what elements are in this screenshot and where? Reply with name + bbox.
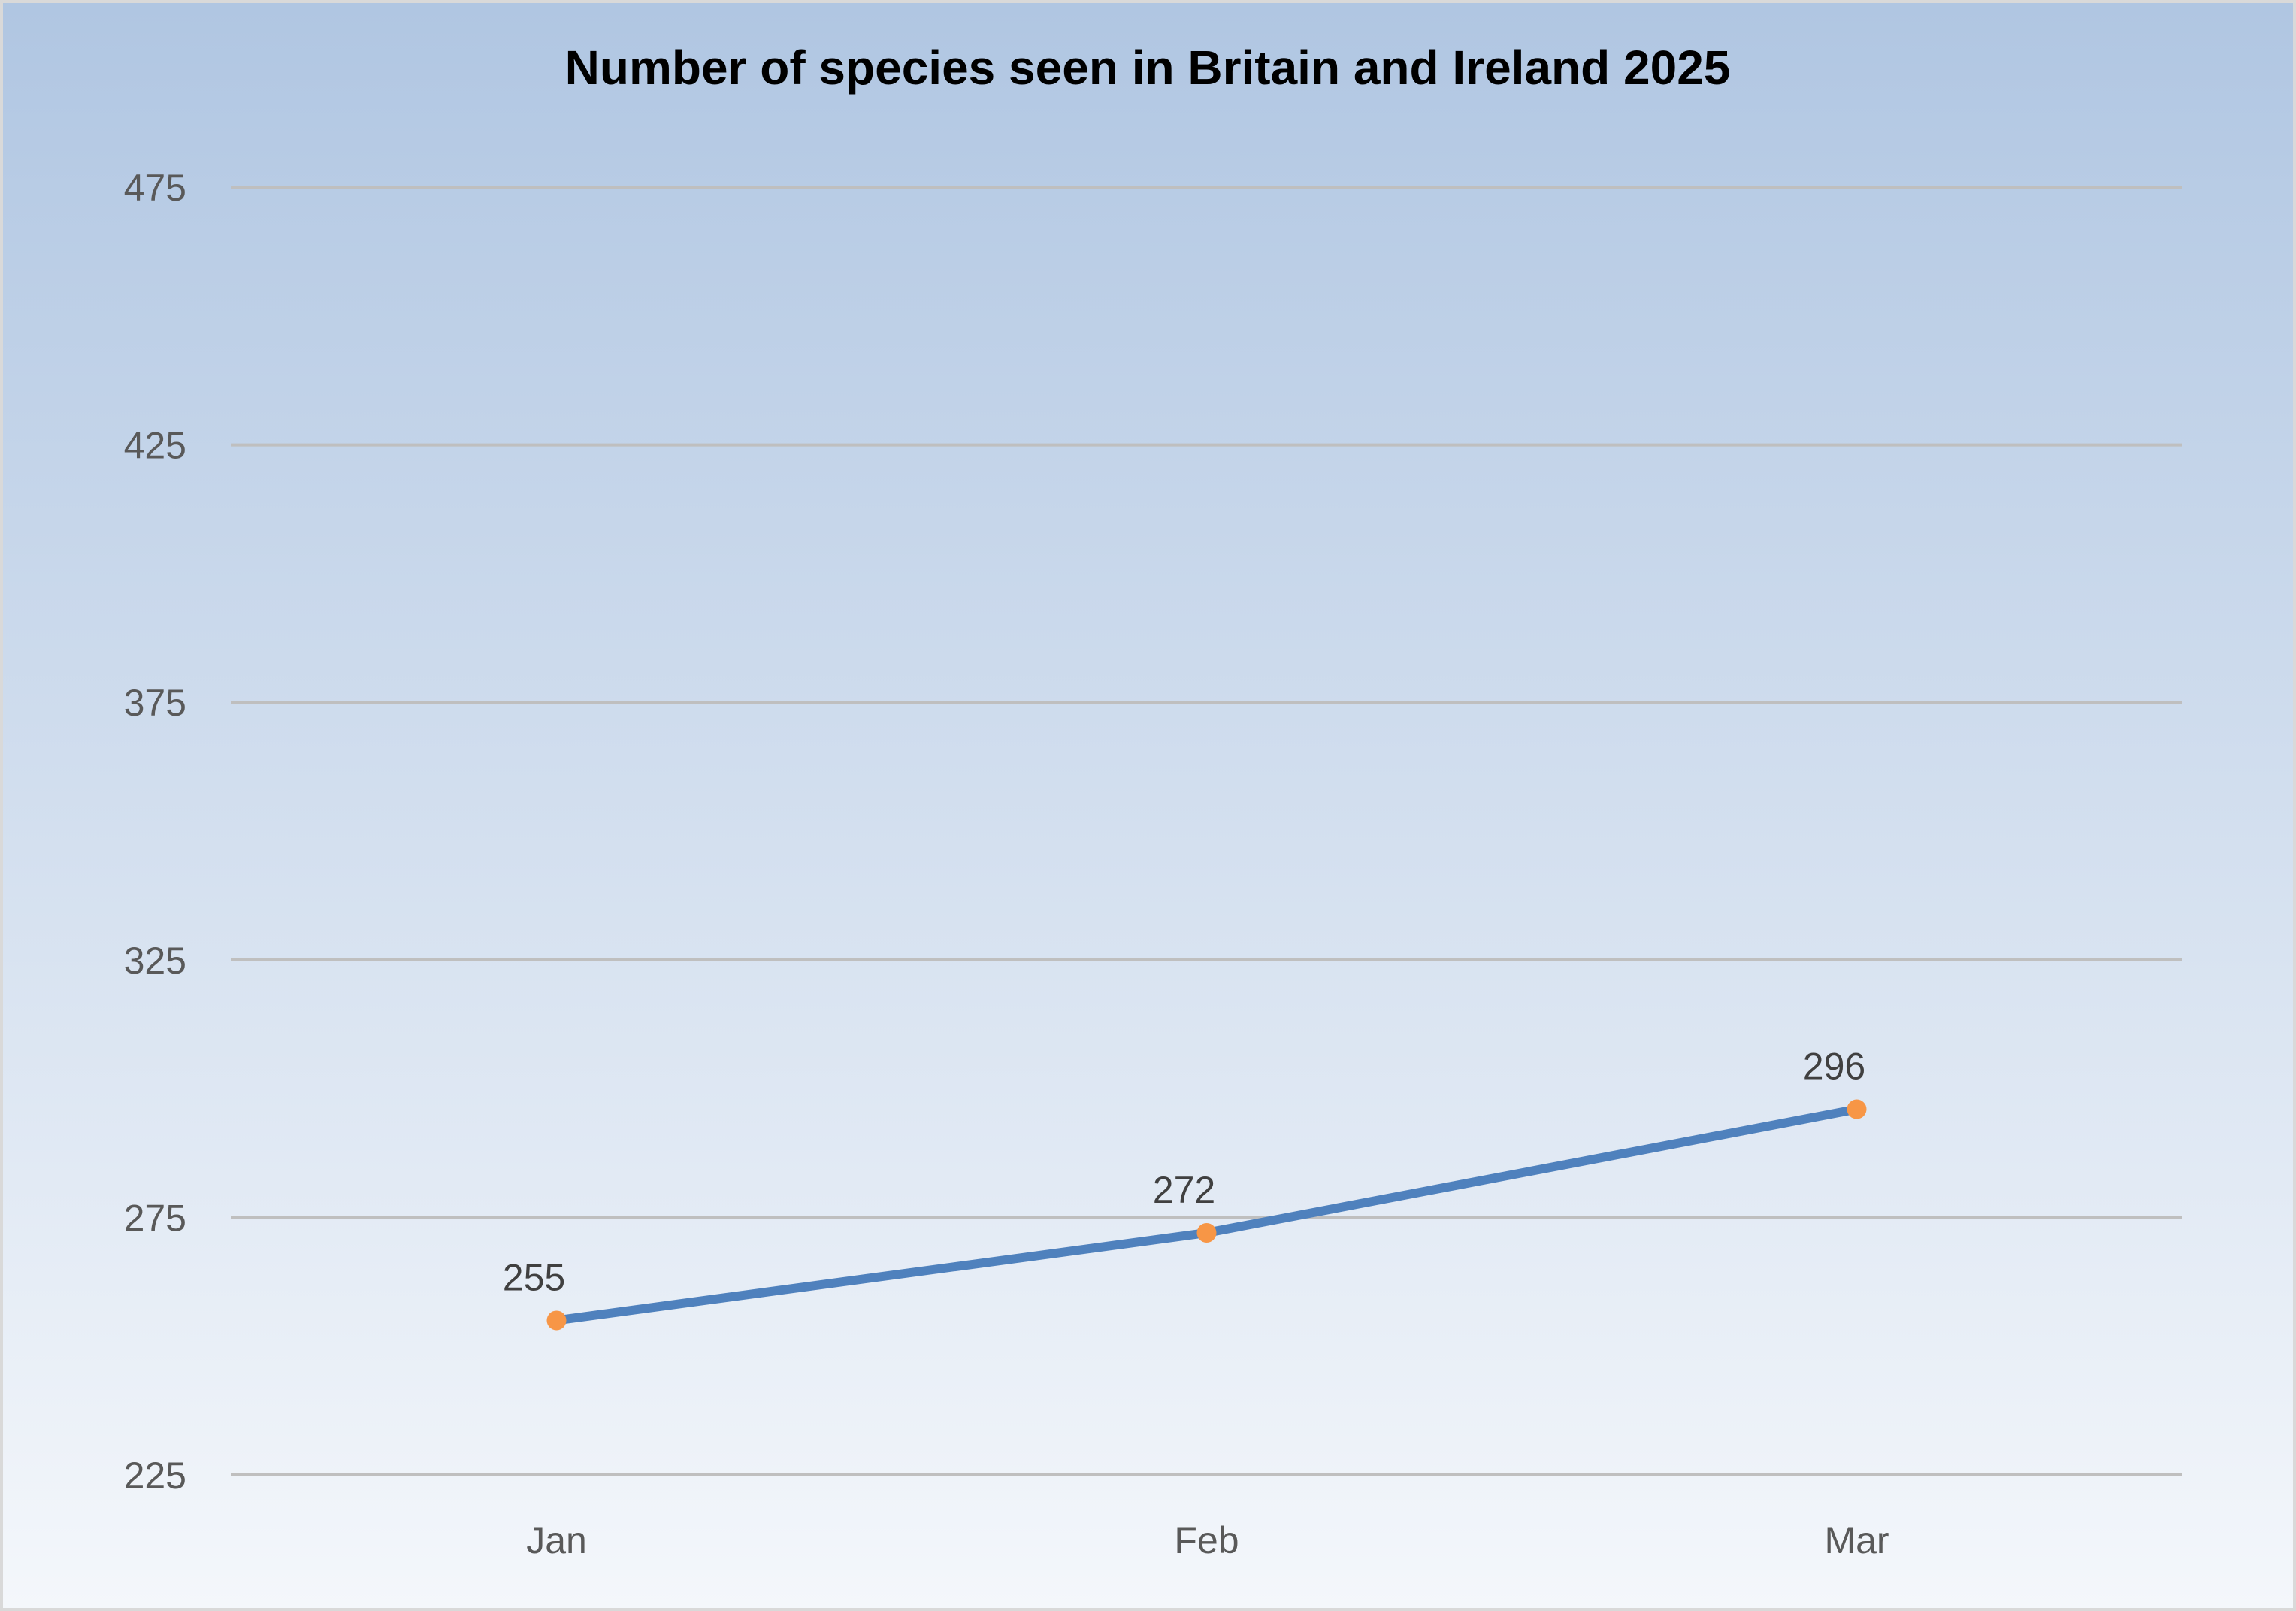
gridlines — [231, 186, 2182, 1476]
x-tick-label: Mar — [1824, 1519, 1889, 1561]
x-tick-label: Feb — [1174, 1519, 1239, 1561]
chart-title: Number of species seen in Britain and Ir… — [565, 41, 1731, 95]
data-label: 272 — [1153, 1169, 1215, 1211]
y-tick-label: 275 — [124, 1197, 186, 1239]
y-tick-label: 325 — [124, 940, 186, 982]
data-point — [546, 1310, 567, 1331]
y-tick-label: 475 — [124, 167, 186, 209]
data-label: 255 — [503, 1256, 565, 1298]
data-label: 296 — [1803, 1046, 1865, 1088]
y-tick-label: 425 — [124, 425, 186, 467]
y-axis-ticks: 225 275 325 375 425 475 — [124, 167, 186, 1497]
y-tick-label: 225 — [124, 1455, 186, 1497]
x-axis-ticks: Jan Feb Mar — [526, 1519, 1889, 1561]
data-point — [1196, 1222, 1217, 1243]
data-point — [1847, 1099, 1867, 1119]
series-species: 255 272 296 — [503, 1046, 1867, 1331]
y-tick-label: 375 — [124, 682, 186, 724]
x-tick-label: Jan — [526, 1519, 587, 1561]
